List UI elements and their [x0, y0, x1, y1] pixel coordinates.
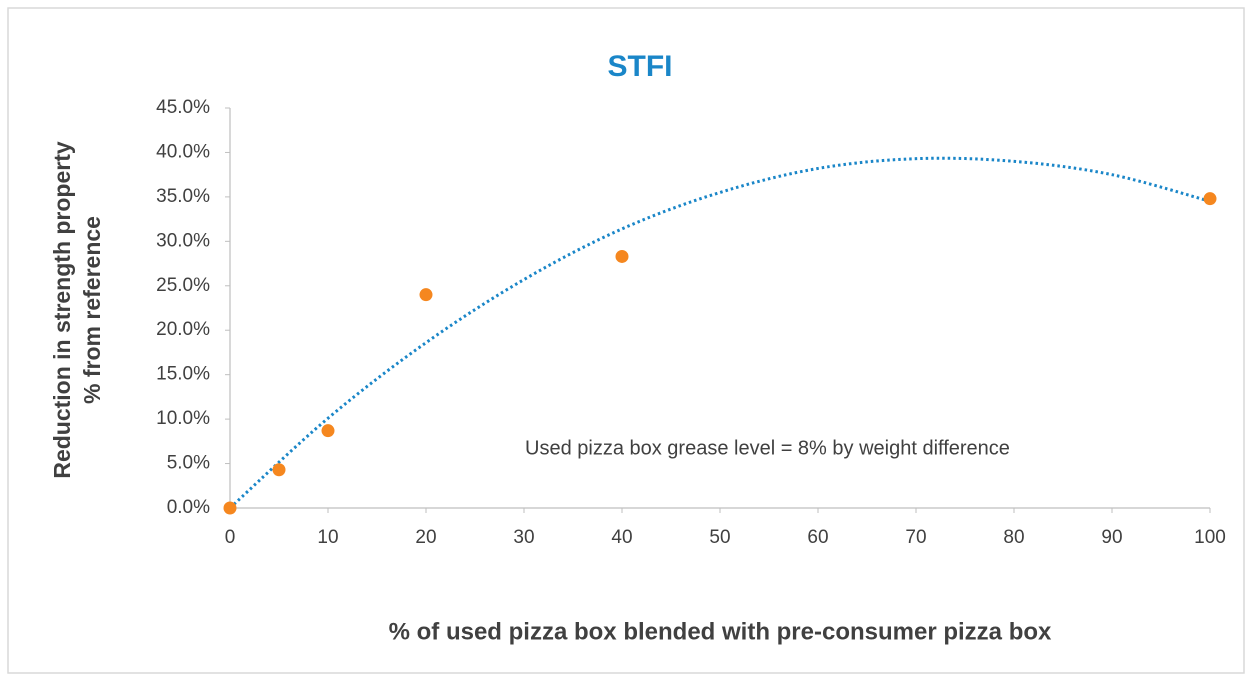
- x-tick-label: 80: [1003, 527, 1024, 548]
- y-axis-label: % from reference: [79, 216, 105, 404]
- y-tick-label: 10.0%: [156, 408, 210, 429]
- y-tick-label: 0.0%: [167, 497, 210, 518]
- y-tick-label: 15.0%: [156, 364, 210, 385]
- point: [615, 249, 629, 263]
- y-tick-label: 5.0%: [167, 453, 210, 474]
- x-tick-label: 90: [1101, 527, 1122, 548]
- x-tick-label: 70: [905, 527, 926, 548]
- x-tick-label: 20: [415, 527, 436, 548]
- x-tick-label: 50: [709, 527, 730, 548]
- point: [223, 501, 237, 515]
- y-tick-label: 40.0%: [156, 141, 210, 162]
- chart-frame: [7, 7, 1245, 674]
- x-axis-label: % of used pizza box blended with pre-con…: [389, 618, 1052, 645]
- point: [1203, 192, 1217, 206]
- y-tick-label: 25.0%: [156, 275, 210, 296]
- y-tick-label: 35.0%: [156, 186, 210, 207]
- point: [419, 288, 433, 302]
- annotation: Used pizza box grease level = 8% by weig…: [525, 437, 1010, 459]
- y-axis-label: Reduction in strength property: [49, 141, 75, 479]
- point: [321, 424, 335, 438]
- y-tick-label: 30.0%: [156, 230, 210, 251]
- y-tick-label: 20.0%: [156, 319, 210, 340]
- x-tick-label: 0: [225, 527, 236, 548]
- chart-title: STFI: [608, 50, 673, 83]
- trendline: [228, 156, 1211, 510]
- x-tick-label: 100: [1194, 527, 1226, 548]
- x-tick-label: 10: [317, 527, 338, 548]
- x-tick-label: 40: [611, 527, 632, 548]
- x-tick-label: 30: [513, 527, 534, 548]
- y-tick-label: 45.0%: [156, 97, 210, 118]
- x-tick-label: 60: [807, 527, 828, 548]
- point: [272, 463, 286, 477]
